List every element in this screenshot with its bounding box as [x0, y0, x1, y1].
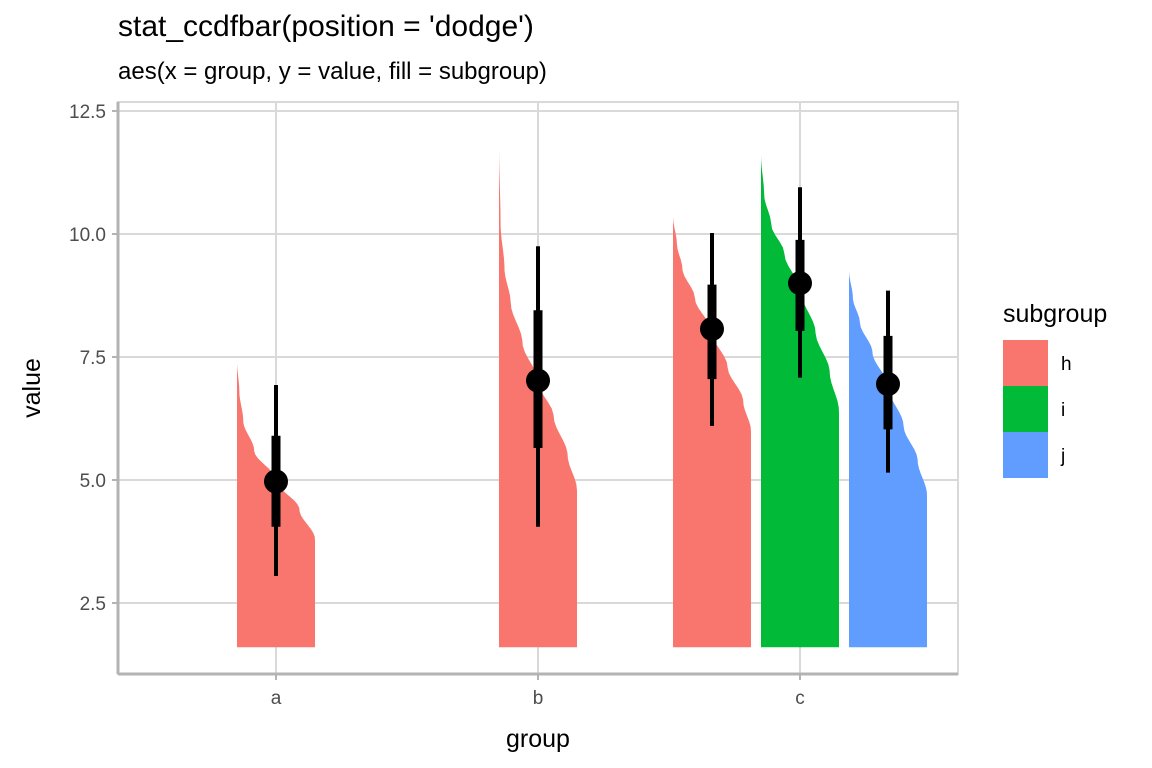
y-tick-label: 2.5	[80, 594, 106, 615]
slab-c-h	[673, 216, 751, 648]
legend-title: subgroup	[1003, 300, 1107, 328]
y-axis-title: value	[18, 358, 46, 418]
x-axis-title: group	[506, 725, 570, 753]
x-tick-label: a	[271, 688, 282, 709]
legend-label-j: j	[1060, 446, 1065, 467]
y-tick-label: 12.5	[69, 102, 106, 123]
chart-title: stat_ccdfbar(position = 'dodge')	[118, 10, 534, 43]
y-tick-label: 5.0	[80, 471, 106, 492]
legend-swatch-i	[1003, 386, 1048, 432]
label-layer: 2.5 5.0 7.5 10.0 12.5 a b c group value	[18, 102, 805, 753]
legend-label-h: h	[1061, 354, 1072, 375]
y-tick-label: 7.5	[80, 348, 106, 369]
legend: subgroup h i j	[1003, 300, 1107, 478]
median-point-a-h	[264, 469, 288, 494]
legend-label-i: i	[1061, 400, 1065, 421]
median-point-b-h	[526, 368, 550, 393]
interval-layer	[264, 187, 900, 576]
chart-subtitle: aes(x = group, y = value, fill = subgrou…	[118, 58, 547, 85]
legend-swatch-h	[1003, 340, 1048, 386]
median-point-c-j	[876, 372, 900, 397]
slab-c-i	[761, 155, 839, 648]
x-tick-label: c	[795, 688, 805, 709]
legend-swatch-j	[1003, 432, 1048, 478]
x-tick-label: b	[533, 688, 544, 709]
median-point-c-h	[700, 316, 724, 341]
mark-layer	[237, 145, 927, 648]
y-tick-label: 10.0	[69, 225, 106, 246]
axis-layer	[112, 102, 958, 680]
median-point-c-i	[788, 271, 812, 296]
